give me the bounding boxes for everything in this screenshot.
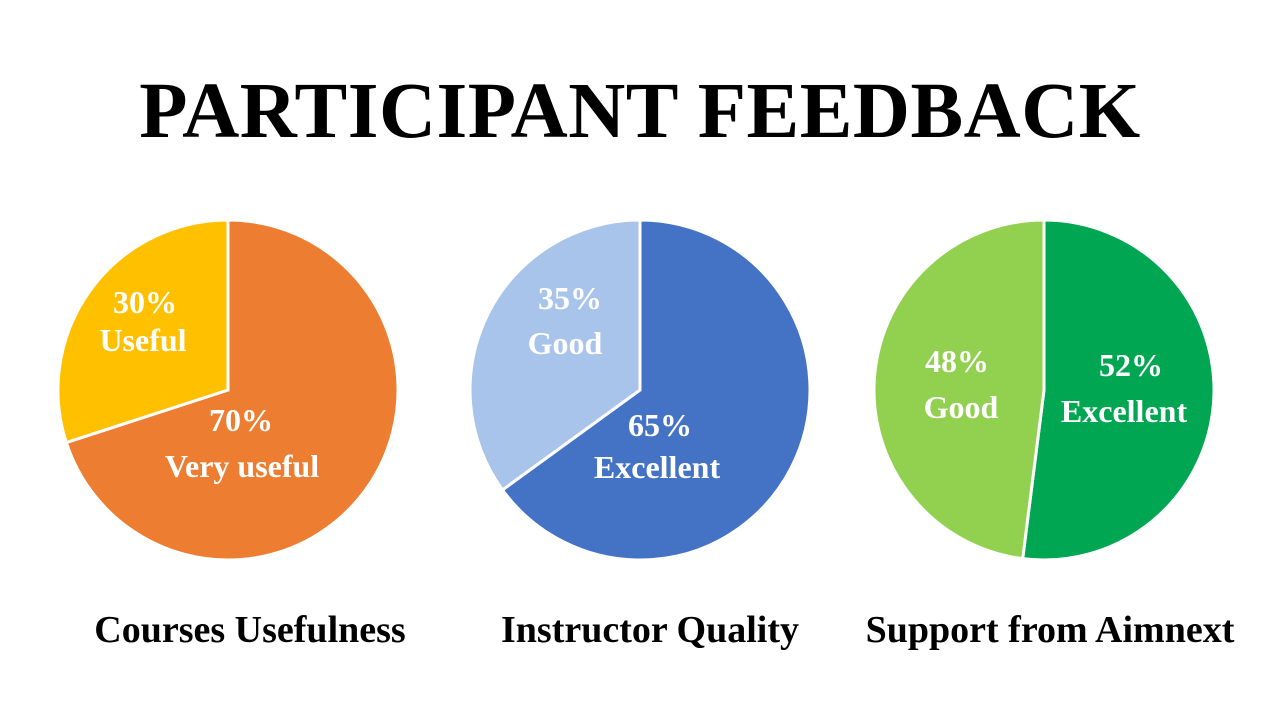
svg-text:Good: Good [924, 389, 999, 425]
svg-text:65%: 65% [628, 407, 692, 443]
svg-text:70%: 70% [209, 402, 273, 438]
svg-text:Excellent: Excellent [1061, 393, 1188, 429]
svg-text:30%: 30% [113, 284, 177, 320]
svg-text:52%: 52% [1099, 347, 1163, 383]
svg-text:Very useful: Very useful [165, 448, 319, 484]
svg-text:48%: 48% [925, 343, 989, 379]
svg-text:35%: 35% [538, 280, 602, 316]
svg-text:Useful: Useful [99, 322, 186, 358]
svg-text:Good: Good [528, 325, 603, 361]
svg-text:Excellent: Excellent [594, 449, 721, 485]
